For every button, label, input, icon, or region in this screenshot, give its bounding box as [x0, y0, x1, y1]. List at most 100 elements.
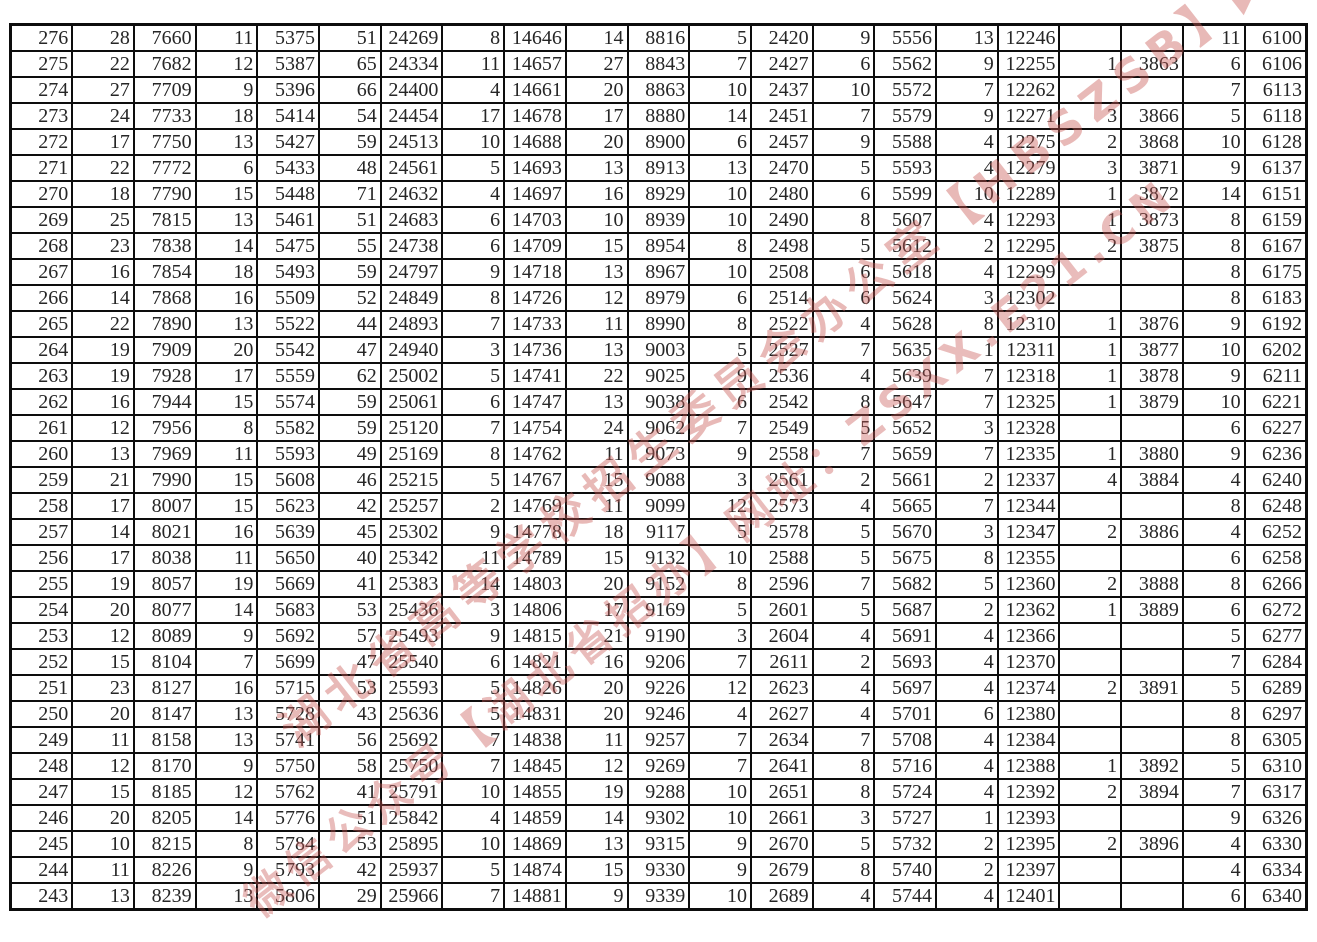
- count-cell: 2: [1058, 518, 1123, 546]
- count-cell: 29: [318, 882, 382, 911]
- cumulative-cell: 8215: [132, 830, 197, 858]
- count-cell: 4: [688, 700, 752, 728]
- count-cell: 8: [1181, 726, 1246, 754]
- table-row: 263 19 7928 17 5559 62 25002 5 14741 22 9025 9 2536 4…: [9, 362, 1308, 390]
- cumulative-cell: 8007: [132, 492, 197, 520]
- count-cell: 12: [564, 284, 629, 312]
- cumulative-cell: 8913: [626, 154, 691, 182]
- count-cell: 7: [688, 50, 752, 78]
- cumulative-cell: 14657: [503, 50, 567, 78]
- cumulative-cell: 25342: [379, 544, 444, 572]
- count-cell: 18: [194, 258, 259, 286]
- count-cell: 10: [688, 206, 752, 234]
- score-cell: 244: [9, 856, 74, 884]
- cumulative-cell: 8816: [626, 23, 691, 52]
- cumulative-cell: 2542: [749, 388, 814, 416]
- count-cell: 8: [688, 232, 752, 260]
- cumulative-cell: 2651: [749, 778, 814, 806]
- cumulative-cell: 9330: [626, 856, 691, 884]
- count-cell: 8: [811, 206, 876, 234]
- cumulative-cell: 14693: [503, 154, 567, 182]
- cumulative-cell: 2689: [749, 882, 814, 911]
- cumulative-cell: 24454: [379, 102, 444, 130]
- cumulative-cell: 8954: [626, 232, 691, 260]
- count-cell: 17: [564, 596, 629, 624]
- count-cell: 12: [194, 50, 259, 78]
- cumulative-cell: 6266: [1243, 570, 1308, 598]
- cumulative-cell: 14821: [503, 648, 567, 676]
- cumulative-cell: 2508: [749, 258, 814, 286]
- cumulative-cell: 5493: [256, 258, 321, 286]
- cumulative-cell: 5750: [256, 752, 321, 780]
- count-cell: 27: [71, 76, 135, 104]
- cumulative-cell: 6277: [1243, 622, 1308, 650]
- count-cell: 10: [688, 76, 752, 104]
- count-cell: [1058, 856, 1123, 884]
- cumulative-cell: 12397: [996, 856, 1061, 884]
- cumulative-cell: 12355: [996, 544, 1061, 572]
- count-cell: 17: [564, 102, 629, 130]
- count-cell: 13: [194, 310, 259, 338]
- count-cell: [1058, 544, 1123, 572]
- count-cell: 10: [688, 544, 752, 572]
- count-cell: [1058, 258, 1123, 286]
- count-cell: 4: [811, 882, 876, 911]
- score-cell: 246: [9, 804, 74, 832]
- count-cell: [1058, 648, 1123, 676]
- count-cell: 5: [441, 154, 506, 182]
- count-cell: 4: [935, 882, 999, 911]
- cumulative-cell: 25636: [379, 700, 444, 728]
- count-cell: 9: [441, 518, 506, 546]
- count-cell: 6: [441, 388, 506, 416]
- cumulative-cell: 8021: [132, 518, 197, 546]
- table-row: 256 17 8038 11 5650 40 25342 11 14789 15 9132 10 258…: [9, 544, 1308, 572]
- count-cell: 13: [935, 23, 999, 52]
- cumulative-cell: 5375: [256, 23, 321, 52]
- count-cell: 8: [811, 752, 876, 780]
- count-cell: 4: [935, 674, 999, 702]
- count-cell: 24: [71, 102, 135, 130]
- cumulative-cell: 12347: [996, 518, 1061, 546]
- cumulative-cell: 5639: [873, 362, 938, 390]
- count-cell: 5: [811, 596, 876, 624]
- cumulative-cell: 14736: [503, 336, 567, 364]
- cumulative-cell: 25120: [379, 414, 444, 442]
- score-cell: 248: [9, 752, 74, 780]
- count-cell: 10: [688, 180, 752, 208]
- count-cell: 10: [688, 258, 752, 286]
- cumulative-cell: 12388: [996, 752, 1061, 780]
- cumulative-cell: 2679: [749, 856, 814, 884]
- cumulative-cell: 7909: [132, 336, 197, 364]
- cumulative-cell: 24797: [379, 258, 444, 286]
- cumulative-cell: 9315: [626, 830, 691, 858]
- cumulative-cell: 7750: [132, 128, 197, 156]
- count-cell: 5: [441, 674, 506, 702]
- cumulative-cell: 12318: [996, 362, 1061, 390]
- cumulative-cell: 7682: [132, 50, 197, 78]
- count-cell: 7: [935, 362, 999, 390]
- cumulative-cell: 25895: [379, 830, 444, 858]
- cumulative-cell: 9088: [626, 466, 691, 494]
- cumulative-cell: 25383: [379, 570, 444, 598]
- cumulative-cell: 8843: [626, 50, 691, 78]
- count-cell: 45: [318, 518, 382, 546]
- cumulative-cell: 7944: [132, 388, 197, 416]
- count-cell: 8: [688, 570, 752, 598]
- count-cell: 57: [318, 622, 382, 650]
- count-cell: 7: [688, 414, 752, 442]
- cumulative-cell: 12393: [996, 804, 1061, 832]
- cumulative-cell: 25215: [379, 466, 444, 494]
- count-cell: 42: [318, 856, 382, 884]
- count-cell: 4: [441, 180, 506, 208]
- cumulative-cell: 14869: [503, 830, 567, 858]
- count-cell: 6: [441, 648, 506, 676]
- count-cell: 7: [935, 76, 999, 104]
- count-cell: 4: [811, 492, 876, 520]
- count-cell: 58: [318, 752, 382, 780]
- cumulative-cell: 8077: [132, 596, 197, 624]
- cumulative-cell: 5665: [873, 492, 938, 520]
- count-cell: 7: [811, 336, 876, 364]
- count-cell: 9: [688, 362, 752, 390]
- score-cell: 245: [9, 830, 74, 858]
- count-cell: 23: [71, 232, 135, 260]
